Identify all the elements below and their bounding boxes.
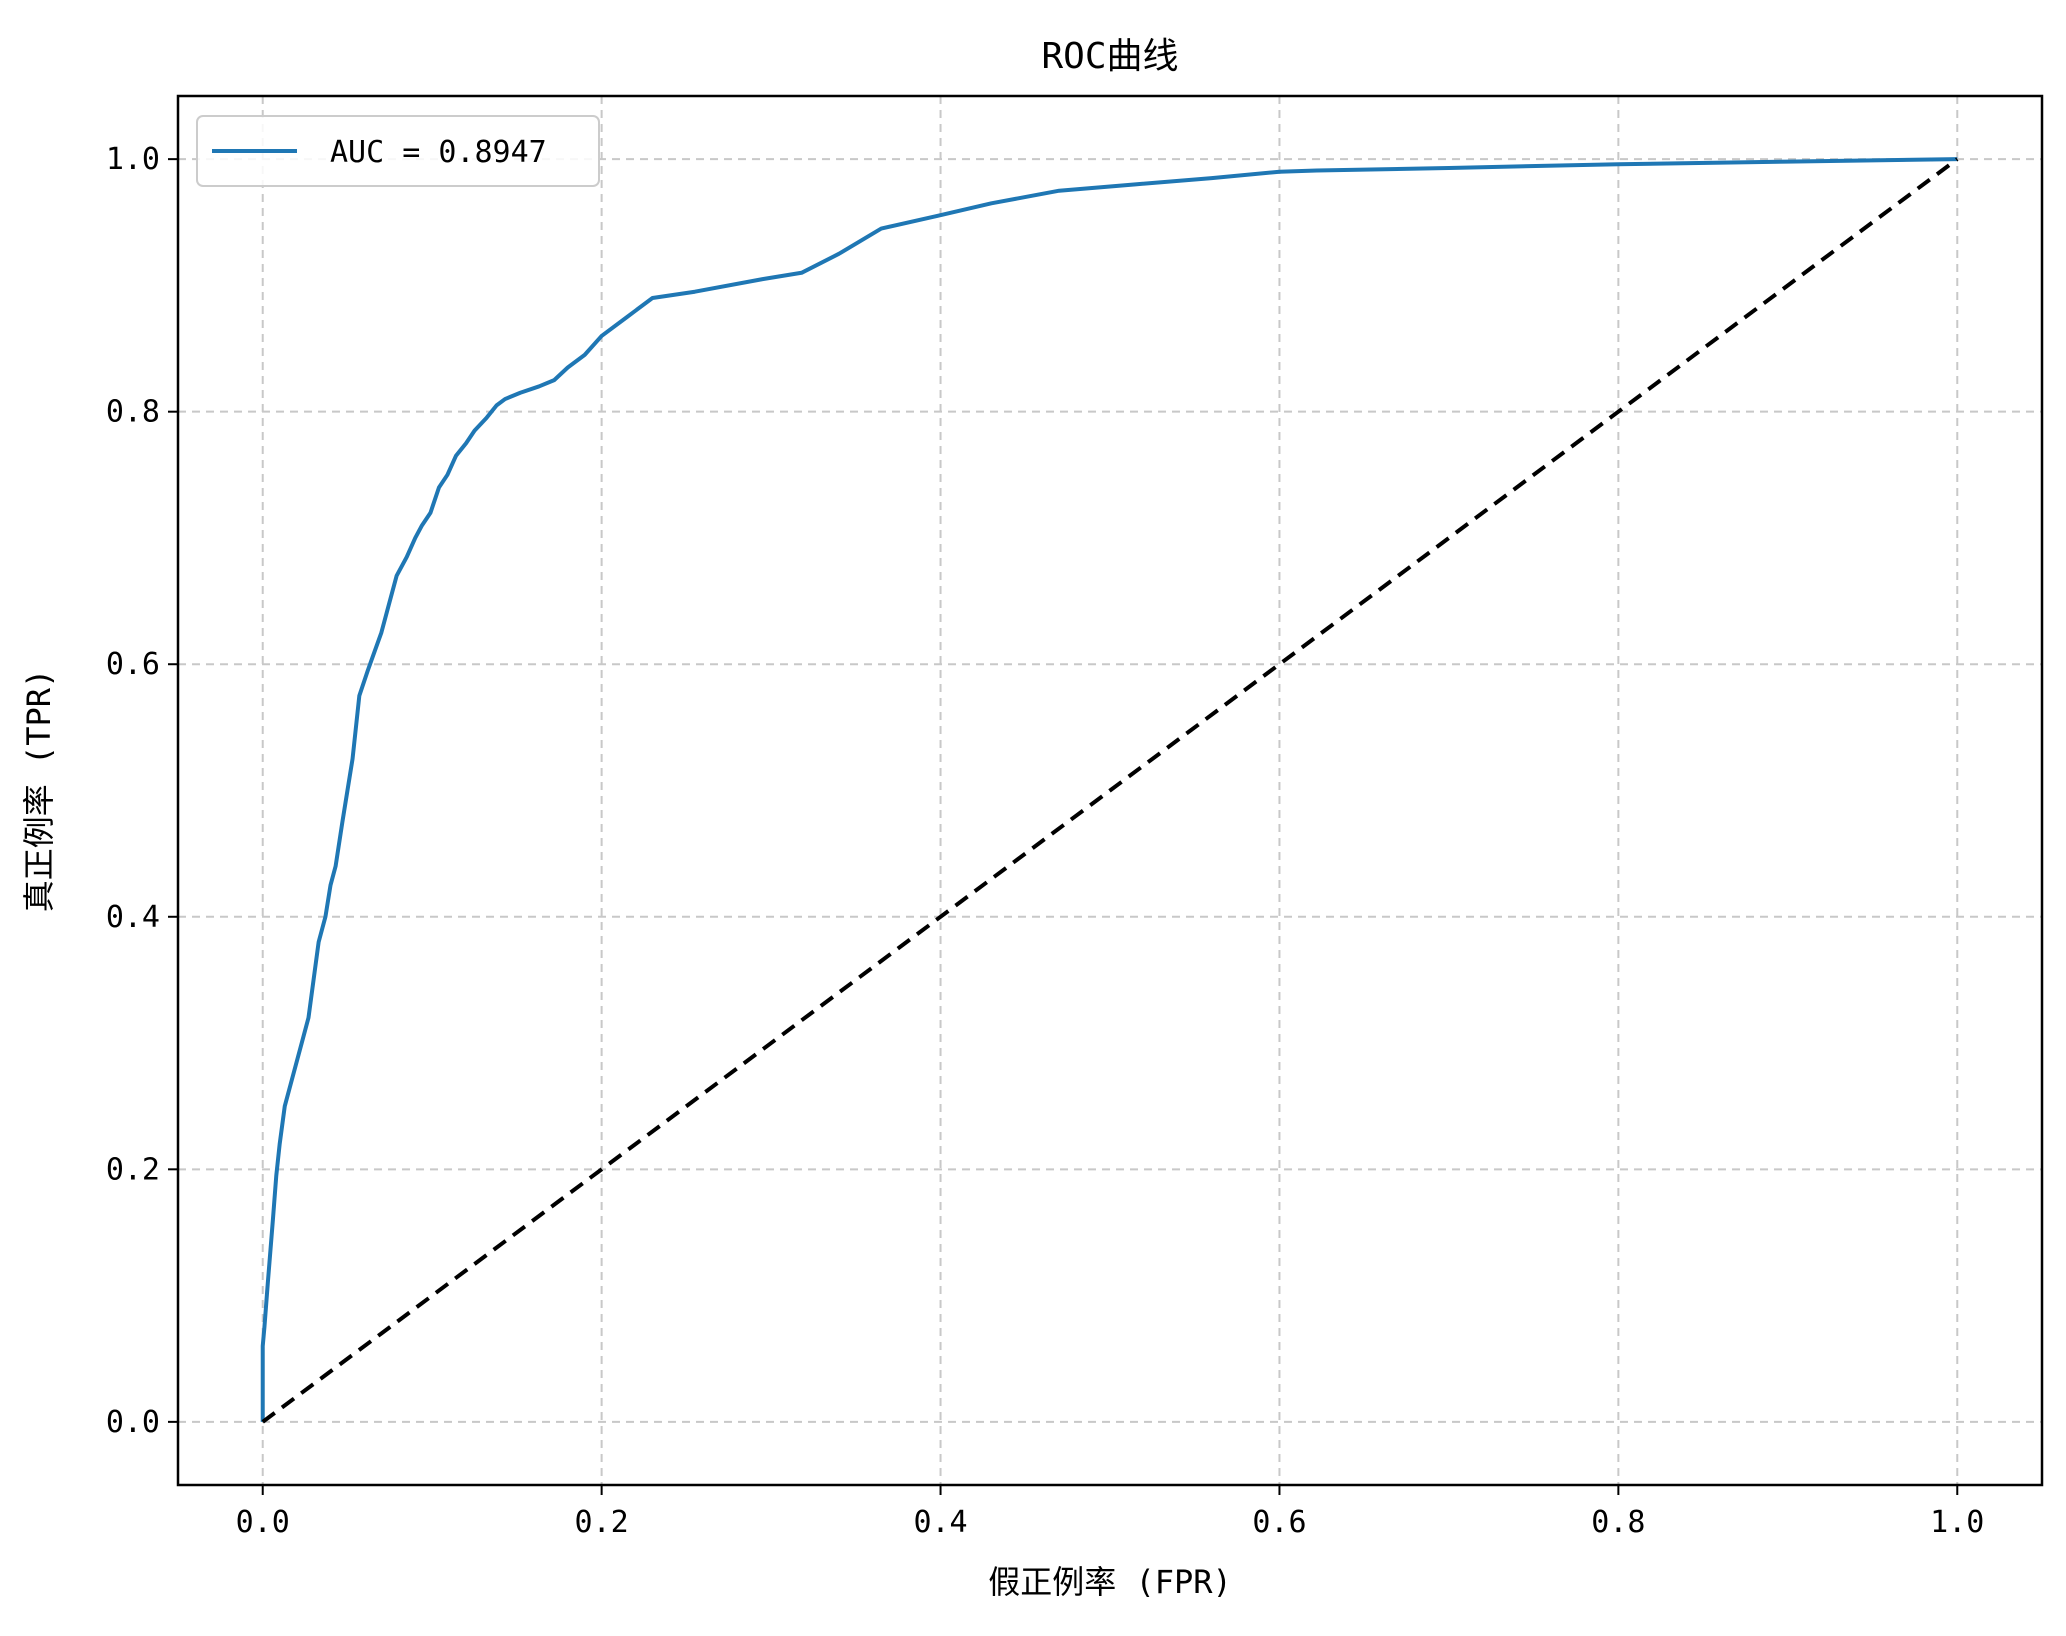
y-axis-label: 真正例率 (TPR) xyxy=(20,669,58,913)
x-tick-label: 0.4 xyxy=(913,1505,967,1540)
tick-layer: 0.0 0.2 0.4 0.6 0.8 1.0 0.0 0.2 0.4 0.6 0.8 1.0 xyxy=(106,142,1985,1540)
x-axis-label: 假正例率 (FPR) xyxy=(988,1563,1232,1601)
y-tick-label: 0.4 xyxy=(106,900,160,935)
y-tick-label: 0.0 xyxy=(106,1405,160,1440)
legend-entry-auc: AUC = 0.8947 xyxy=(330,135,547,170)
roc-curve-line xyxy=(260,157,1958,1422)
x-tick-label: 0.8 xyxy=(1591,1505,1645,1540)
legend: AUC = 0.8947 xyxy=(196,115,600,187)
y-tick-label: 0.2 xyxy=(106,1152,160,1187)
y-tick-label: 0.6 xyxy=(106,647,160,682)
plot-frame xyxy=(176,94,2044,1487)
series-layer xyxy=(260,157,1959,1424)
y-tick-label: 1.0 xyxy=(106,142,160,177)
x-tick-label: 1.0 xyxy=(1930,1505,1984,1540)
legend-box xyxy=(196,115,600,187)
x-tick-label: 0.2 xyxy=(575,1505,629,1540)
y-tick-label: 0.8 xyxy=(106,395,160,430)
x-tick-label: 0.6 xyxy=(1252,1505,1306,1540)
chart-title: ROC曲线 xyxy=(1041,36,1178,77)
x-tick-label: 0.0 xyxy=(236,1505,290,1540)
random-classifier-diagonal-line xyxy=(261,157,1959,1424)
